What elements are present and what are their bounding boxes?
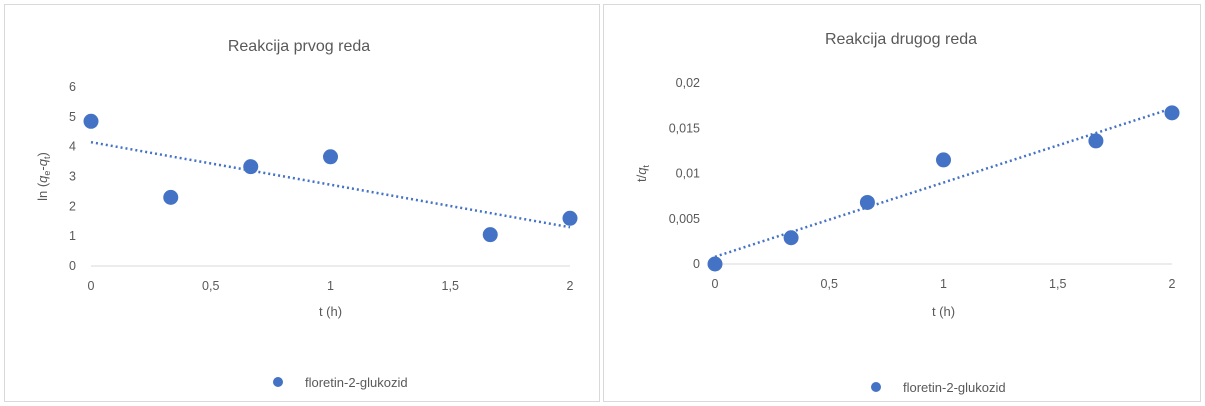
- y-tick-label: 0: [69, 259, 76, 273]
- data-point: [936, 152, 951, 168]
- legend-label: floretin-2-glukozid: [305, 375, 408, 390]
- data-points: [707, 105, 1180, 272]
- x-tick-label: 2: [1169, 277, 1176, 291]
- chart-panel-second-order: Reakcija drugog reda 0 0,005 0,01 0,015 0,02…: [603, 4, 1201, 402]
- x-axis-ticks: 0 0,5 1 1,5 2: [88, 279, 574, 293]
- legend-marker: [273, 377, 283, 387]
- y-axis-label: t/qt: [634, 165, 651, 182]
- x-tick-label: 0: [88, 279, 95, 293]
- x-tick-label: 0,5: [821, 277, 838, 291]
- data-point: [783, 230, 799, 246]
- y-tick-label: 3: [69, 170, 76, 184]
- y-tick-label: 4: [69, 140, 76, 154]
- x-tick-label: 1: [940, 277, 947, 291]
- y-tick-label: 2: [69, 199, 76, 213]
- y-tick-label: 0,01: [676, 167, 700, 181]
- chart-title: Reakcija drugog reda: [825, 31, 977, 48]
- x-tick-label: 0,5: [202, 279, 219, 293]
- chart-first-order: Reakcija prvog reda 0 1 2 3 4 5 6 0 0,5 1 1,5 2 t …: [35, 38, 578, 390]
- x-tick-label: 0: [712, 277, 719, 291]
- x-axis-label: t (h): [932, 304, 955, 319]
- x-tick-label: 1,5: [1049, 277, 1066, 291]
- x-tick-label: 1: [327, 279, 334, 293]
- y-tick-label: 6: [69, 80, 76, 94]
- data-point: [1164, 105, 1180, 121]
- data-point: [707, 256, 723, 272]
- data-point: [1088, 133, 1104, 149]
- data-point: [859, 194, 875, 210]
- x-tick-label: 2: [567, 279, 574, 293]
- y-axis-ticks: 0 0,005 0,01 0,015 0,02: [669, 76, 700, 271]
- chart-panel-first-order: Reakcija prvog reda 0 1 2 3 4 5 6 0 0,5 1 1,5 2 t …: [4, 4, 600, 402]
- y-tick-label: 0,005: [669, 212, 700, 226]
- chart-second-order: Reakcija drugog reda 0 0,005 0,01 0,015 0,02…: [634, 31, 1180, 395]
- y-tick-label: 0,015: [669, 121, 700, 135]
- data-point: [83, 113, 99, 129]
- legend-marker: [871, 382, 881, 392]
- x-tick-label: 1,5: [442, 279, 459, 293]
- data-point: [163, 189, 179, 205]
- y-axis-label: ln (qe-qt): [35, 152, 52, 201]
- y-tick-label: 0,02: [676, 76, 700, 90]
- chart-title: Reakcija prvog reda: [228, 38, 370, 55]
- x-axis-ticks: 0 0,5 1 1,5 2: [712, 277, 1176, 291]
- trendline: [90, 140, 571, 229]
- y-tick-label: 0: [693, 257, 700, 271]
- data-points: [83, 113, 578, 243]
- y-tick-label: 5: [69, 110, 76, 124]
- legend-label: floretin-2-glukozid: [903, 380, 1006, 395]
- y-tick-label: 1: [69, 229, 76, 243]
- data-point: [562, 210, 578, 226]
- data-point: [243, 159, 259, 175]
- data-point: [323, 149, 338, 165]
- y-axis-ticks: 0 1 2 3 4 5 6: [69, 80, 76, 273]
- trendline: [714, 107, 1173, 258]
- x-axis-label: t (h): [319, 304, 342, 319]
- data-point: [482, 227, 498, 243]
